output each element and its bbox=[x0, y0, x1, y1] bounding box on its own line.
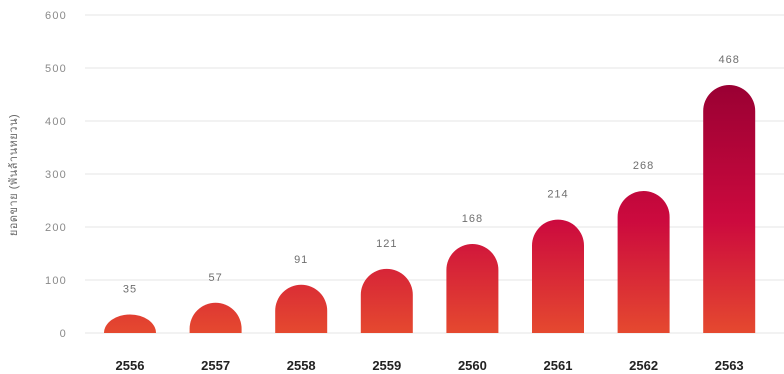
bar-2563 bbox=[703, 84, 756, 333]
y-tick-label-0: 0 bbox=[60, 328, 67, 340]
x-category-labels: 2556 2557 2558 2559 2560 2561 2562 2563 bbox=[116, 358, 744, 373]
y-tick-labels: 0 100 200 300 400 500 600 bbox=[45, 10, 67, 340]
bar-2558 bbox=[275, 284, 328, 333]
value-label-2563: 468 bbox=[719, 54, 740, 66]
y-tick-label-500: 500 bbox=[45, 63, 67, 75]
x-category-label-2562: 2562 bbox=[629, 358, 658, 373]
value-label-2557: 57 bbox=[208, 272, 222, 284]
bars bbox=[104, 84, 756, 333]
value-label-2561: 214 bbox=[547, 189, 568, 201]
y-tick-label-400: 400 bbox=[45, 116, 67, 128]
x-category-label-2558: 2558 bbox=[287, 358, 316, 373]
x-category-label-2563: 2563 bbox=[715, 358, 744, 373]
value-label-2559: 121 bbox=[376, 238, 397, 250]
x-category-label-2561: 2561 bbox=[544, 358, 573, 373]
x-category-label-2556: 2556 bbox=[116, 358, 145, 373]
bar-2559 bbox=[360, 268, 413, 333]
value-label-2558: 91 bbox=[294, 254, 308, 266]
bar-2557 bbox=[189, 302, 242, 333]
bar-2560 bbox=[446, 243, 499, 333]
x-category-label-2559: 2559 bbox=[372, 358, 401, 373]
value-label-2562: 268 bbox=[633, 160, 654, 172]
x-category-label-2560: 2560 bbox=[458, 358, 487, 373]
y-tick-label-600: 600 bbox=[45, 10, 67, 22]
bar-2556 bbox=[104, 314, 156, 333]
bar-2562 bbox=[617, 190, 670, 333]
bar-2561 bbox=[532, 219, 584, 333]
value-labels: 35 57 91 121 168 214 268 468 bbox=[123, 54, 740, 295]
value-label-2556: 35 bbox=[123, 283, 137, 295]
x-category-label-2557: 2557 bbox=[201, 358, 230, 373]
value-label-2560: 168 bbox=[462, 213, 483, 225]
y-axis-title: ยอดขาย (พันล้านหยวน) bbox=[8, 114, 20, 236]
gridlines bbox=[85, 14, 784, 334]
y-tick-label-100: 100 bbox=[45, 275, 67, 287]
y-tick-label-200: 200 bbox=[45, 222, 67, 234]
y-tick-label-300: 300 bbox=[45, 169, 67, 181]
